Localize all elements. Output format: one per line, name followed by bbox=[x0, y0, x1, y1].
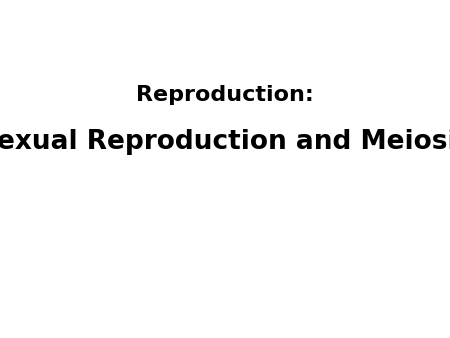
Text: Sexual Reproduction and Meiosis: Sexual Reproduction and Meiosis bbox=[0, 129, 450, 155]
Text: Reproduction:: Reproduction: bbox=[136, 84, 314, 105]
